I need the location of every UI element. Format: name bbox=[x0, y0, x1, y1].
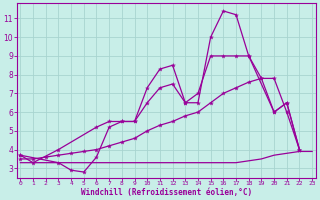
X-axis label: Windchill (Refroidissement éolien,°C): Windchill (Refroidissement éolien,°C) bbox=[81, 188, 252, 197]
